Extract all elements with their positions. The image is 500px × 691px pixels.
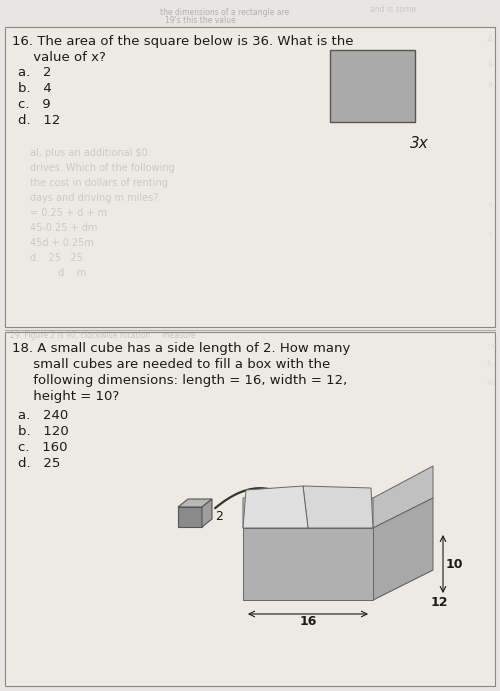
Text: a.   2: a. 2 [18,66,52,79]
Text: 10: 10 [446,558,464,571]
Bar [243,528,373,600]
Text: a: a [487,80,492,89]
Text: days and driving m miles?: days and driving m miles? [30,193,158,203]
Text: c.   160: c. 160 [18,441,68,454]
Text: 2: 2 [215,511,223,524]
Text: a.   240: a. 240 [18,409,68,422]
Text: 19's this the value: 19's this the value [165,16,236,25]
Text: d.   25   25: d. 25 25 [30,253,83,263]
Text: no: no [487,342,498,351]
Polygon shape [303,486,373,528]
Bar [5,332,495,686]
Polygon shape [178,499,212,507]
Text: value of x?: value of x? [12,51,106,64]
Bar [178,507,202,527]
Polygon shape [373,466,433,528]
Polygon shape [373,498,433,600]
Text: drives. Which of the following: drives. Which of the following [30,163,174,173]
Text: a: a [487,200,492,209]
Polygon shape [243,498,433,528]
Polygon shape [202,499,212,527]
Text: = 0.25 + d + m: = 0.25 + d + m [30,208,107,218]
Text: height = 10?: height = 10? [12,390,120,403]
Polygon shape [243,570,433,600]
Text: d    m: d m [30,268,86,278]
Text: d: d [487,230,492,239]
Text: 45d + 0.25m: 45d + 0.25m [30,238,94,248]
Polygon shape [243,486,308,528]
Text: a: a [487,60,492,69]
Text: following dimensions: length = 16, width = 12,: following dimensions: length = 16, width… [12,374,347,387]
Text: b.   4: b. 4 [18,82,52,95]
Text: 3x: 3x [410,136,429,151]
Text: 45-0.25 + dm: 45-0.25 + dm [30,223,98,233]
Text: b.   120: b. 120 [18,425,69,438]
Text: c.   9: c. 9 [18,98,50,111]
Text: wi: wi [487,378,496,387]
Text: and is some: and is some [370,5,416,14]
Polygon shape [243,493,308,528]
Text: 18. A small cube has a side length of 2. How many: 18. A small cube has a side length of 2.… [12,342,350,355]
Text: small cubes are needed to fill a box with the: small cubes are needed to fill a box wit… [12,358,330,371]
Text: 12: 12 [431,596,448,609]
Bar [5,27,495,327]
Bar [330,50,415,122]
Text: d.   25: d. 25 [18,457,60,470]
Text: A: A [487,35,494,45]
Text: al, plus an additional $0.: al, plus an additional $0. [30,148,151,158]
Text: 16. The area of the square below is 36. What is the: 16. The area of the square below is 36. … [12,35,353,48]
Text: 29. Figure 2 is 90, clockwise rotation     measure: 29. Figure 2 is 90, clockwise rotation m… [10,331,196,340]
Text: the cost in dollars of renting: the cost in dollars of renting [30,178,168,188]
Text: 16: 16 [300,615,316,628]
Text: d.   12: d. 12 [18,114,60,127]
Text: fo: fo [487,360,495,369]
Text: the dimensions of a rectangle are: the dimensions of a rectangle are [160,8,289,17]
